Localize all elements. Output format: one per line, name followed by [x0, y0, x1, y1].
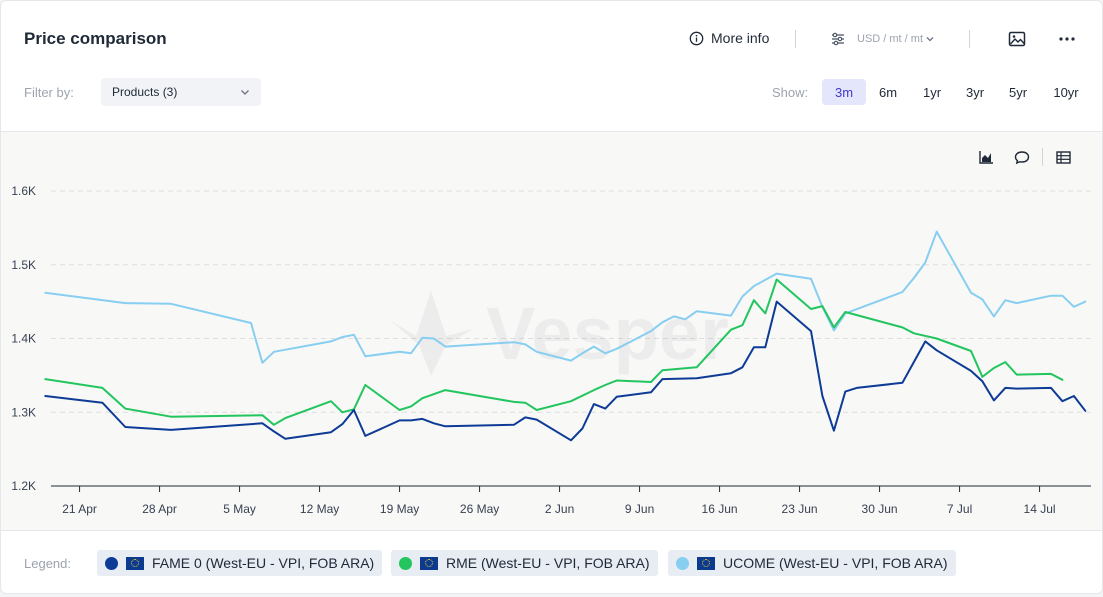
watermark: Vesper	[391, 291, 729, 376]
image-export-button[interactable]	[1007, 29, 1027, 49]
comment-icon	[1014, 150, 1030, 164]
more-info-label: More info	[711, 30, 770, 46]
price-line-chart: Vesper 1.6K 1.5K 1.4K 1.3K 1.2K 21 Apr 28 Apr 5…	[11, 184, 1091, 516]
legend-item-ucome[interactable]: UCOME (West-EU - VPI, FOB ARA)	[668, 550, 956, 576]
more-options-button[interactable]	[1057, 29, 1077, 49]
x-tick-label: 2 Jun	[545, 502, 574, 516]
range-1yr-button[interactable]: 1yr	[922, 84, 942, 100]
products-dropdown[interactable]: Products (3)	[101, 78, 261, 106]
filter-label: Filter by:	[24, 85, 74, 100]
table-icon	[1055, 150, 1071, 164]
chevron-down-icon	[241, 90, 249, 95]
chart-axes: 1.6K 1.5K 1.4K 1.3K 1.2K 21 Apr 28 Apr 5 May 12 …	[11, 184, 1091, 516]
show-label: Show:	[772, 85, 809, 100]
info-icon	[689, 31, 704, 45]
header-divider	[795, 30, 796, 48]
chart-area	[1, 131, 1102, 531]
header-divider	[969, 30, 970, 48]
tool-divider	[1042, 148, 1043, 166]
series-color-dot	[105, 556, 118, 570]
comments-button[interactable]	[1012, 148, 1032, 166]
legend-item-fame0[interactable]: FAME 0 (West-EU - VPI, FOB ARA)	[97, 550, 383, 576]
x-tick-label: 26 May	[460, 502, 499, 516]
legend-item-label: UCOME (West-EU - VPI, FOB ARA)	[723, 555, 948, 571]
units-selector[interactable]: USD / mt / mt	[831, 32, 935, 46]
x-tick-label: 7 Jul	[947, 502, 972, 516]
chart-icon	[978, 151, 993, 164]
sliders-icon	[832, 32, 844, 46]
series-color-dot	[399, 556, 412, 570]
y-tick-label: 1.2K	[11, 479, 36, 493]
image-icon	[1008, 31, 1026, 47]
x-tick-label: 30 Jun	[862, 502, 898, 516]
x-tick-label: 19 May	[380, 502, 419, 516]
range-3m-button[interactable]: 3m	[822, 79, 866, 105]
range-10yr-button[interactable]: 10yr	[1053, 84, 1079, 100]
chart-view-button[interactable]	[976, 148, 996, 166]
products-dropdown-value: Products (3)	[112, 85, 178, 99]
series-color-dot	[676, 556, 689, 570]
x-tick-label: 16 Jun	[702, 502, 738, 516]
legend-item-label: RME (West-EU - VPI, FOB ARA)	[446, 555, 650, 571]
range-6m-button[interactable]: 6m	[878, 84, 898, 100]
eu-flag-icon	[420, 556, 438, 570]
y-tick-label: 1.4K	[11, 332, 36, 346]
series-line-ucome[interactable]	[44, 230, 1087, 364]
y-tick-label: 1.5K	[11, 258, 36, 272]
legend-label: Legend:	[24, 556, 71, 571]
x-tick-label: 21 Apr	[62, 502, 97, 516]
page-title: Price comparison	[24, 29, 167, 48]
watermark-text: Vesper	[486, 292, 729, 375]
x-tick-label: 28 Apr	[142, 502, 177, 516]
more-info-button[interactable]: More info	[689, 30, 769, 46]
series-line-fame0[interactable]	[44, 300, 1087, 442]
chart-grid	[51, 190, 1091, 413]
eu-flag-icon	[126, 556, 144, 570]
x-tick-label: 14 Jul	[1024, 502, 1056, 516]
chart-series	[44, 230, 1087, 442]
table-view-button[interactable]	[1053, 148, 1073, 166]
x-tick-label: 23 Jun	[782, 502, 818, 516]
x-tick-label: 9 Jun	[625, 502, 654, 516]
units-label: USD / mt / mt	[857, 33, 923, 45]
legend-item-rme[interactable]: RME (West-EU - VPI, FOB ARA)	[391, 550, 658, 576]
x-tick-label: 12 May	[300, 502, 339, 516]
eu-flag-icon	[697, 556, 715, 570]
x-tick-label: 5 May	[223, 502, 256, 516]
more-icon	[1059, 37, 1075, 41]
range-3yr-button[interactable]: 3yr	[965, 84, 985, 100]
chevron-down-icon	[926, 37, 934, 42]
y-tick-label: 1.3K	[11, 405, 36, 419]
range-5yr-button[interactable]: 5yr	[1008, 84, 1028, 100]
legend-item-label: FAME 0 (West-EU - VPI, FOB ARA)	[152, 555, 375, 571]
series-line-rme[interactable]	[44, 278, 1064, 426]
y-tick-label: 1.6K	[11, 184, 36, 198]
